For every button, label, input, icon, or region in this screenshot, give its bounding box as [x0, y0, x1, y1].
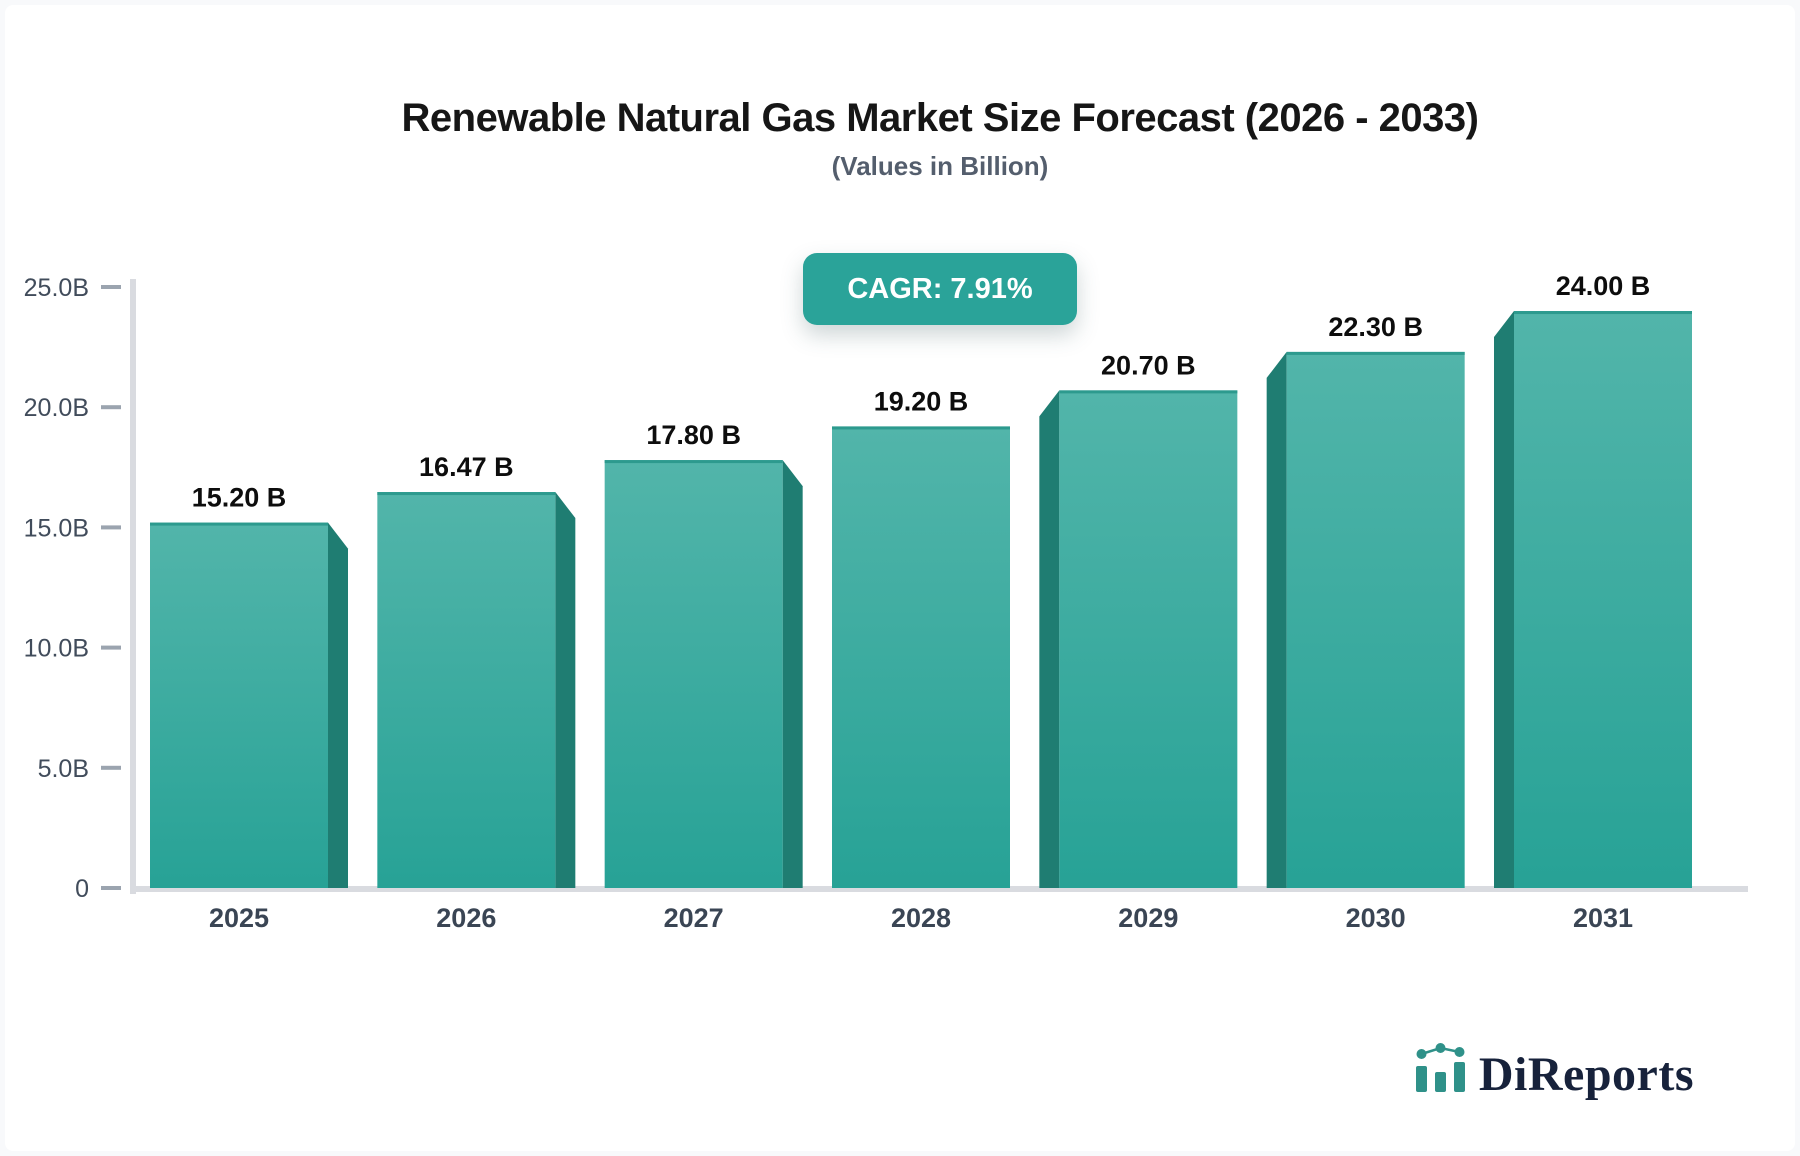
chart-card: 0 5.0B 10.0B 15.0B 20.0B 25.0B 15.20 B 2025 16.4…: [5, 5, 1795, 1151]
category-label-2028: 2028: [891, 903, 951, 933]
bar-value-label-2031: 24.00 B: [1556, 271, 1651, 301]
bar-top-edge-2028: [832, 426, 1010, 430]
bar-value-label-2030: 22.30 B: [1328, 312, 1423, 342]
brand-logo-text: DiReports: [1478, 1048, 1694, 1101]
cagr-badge-row: CAGR: 7.91%: [132, 253, 1748, 325]
y-tick-label: 10.0B: [24, 635, 89, 663]
cagr-badge: CAGR: 7.91%: [803, 253, 1077, 325]
mini-bar-line-chart-icon: [1415, 1043, 1465, 1092]
y-tick: [101, 765, 121, 770]
y-tick: [101, 405, 121, 410]
bar-chart-canvas: 0 5.0B 10.0B 15.0B 20.0B 25.0B 15.20 B 2025 16.4…: [24, 271, 1748, 933]
category-label-2026: 2026: [436, 903, 496, 933]
bar-2026: [377, 492, 556, 888]
bar-top-edge-2025: [150, 522, 328, 526]
y-tick-label: 5.0B: [38, 755, 89, 783]
bar-2028: [832, 426, 1010, 888]
bar-value-label-2027: 17.80 B: [646, 420, 741, 450]
bar-side-2029: [1039, 390, 1060, 888]
bar-2027: [604, 460, 783, 888]
x-axis-line: [130, 886, 1748, 892]
bar-top-edge-2031: [1514, 311, 1692, 315]
bar-2030: [1286, 351, 1465, 889]
brand-logo: DiReports: [1413, 1040, 1694, 1099]
bar-value-label-2028: 19.20 B: [874, 386, 969, 416]
y-tick-label: 25.0B: [24, 274, 89, 302]
chart-title: Renewable Natural Gas Market Size Foreca…: [401, 96, 1479, 140]
bar-side-2026: [555, 492, 576, 888]
y-axis-line: [130, 279, 136, 894]
y-tick: [101, 285, 121, 289]
bar-value-label-2029: 20.70 B: [1101, 350, 1196, 380]
chart-subtitle: (Values in Billion): [831, 151, 1049, 181]
bar-value-label-2025: 15.20 B: [192, 483, 287, 513]
y-tick: [101, 645, 121, 650]
category-label-2027: 2027: [664, 903, 724, 933]
bar-value-label-2026: 16.47 B: [419, 452, 514, 482]
y-tick: [101, 886, 121, 890]
bar-side-2031: [1494, 311, 1514, 888]
y-tick-label: 15.0B: [24, 514, 89, 542]
bar-side-2030: [1266, 351, 1287, 889]
bar-2031: [1514, 311, 1692, 888]
y-tick-label: 20.0B: [24, 394, 89, 422]
bar-side-2027: [782, 460, 803, 888]
bar-2025: [150, 522, 328, 888]
category-label-2030: 2030: [1346, 903, 1406, 933]
category-label-2029: 2029: [1118, 903, 1178, 933]
category-label-2025: 2025: [209, 903, 269, 933]
bar-2029: [1059, 390, 1238, 888]
bar-side-2025: [328, 522, 348, 888]
category-label-2031: 2031: [1573, 903, 1633, 933]
bar-top-edge-2026: [377, 492, 556, 496]
y-tick: [101, 525, 121, 530]
bar-top-edge-2030: [1286, 351, 1465, 355]
bar-top-edge-2027: [604, 460, 783, 464]
y-tick-label: 0: [75, 875, 89, 903]
bar-top-edge-2029: [1059, 390, 1238, 394]
